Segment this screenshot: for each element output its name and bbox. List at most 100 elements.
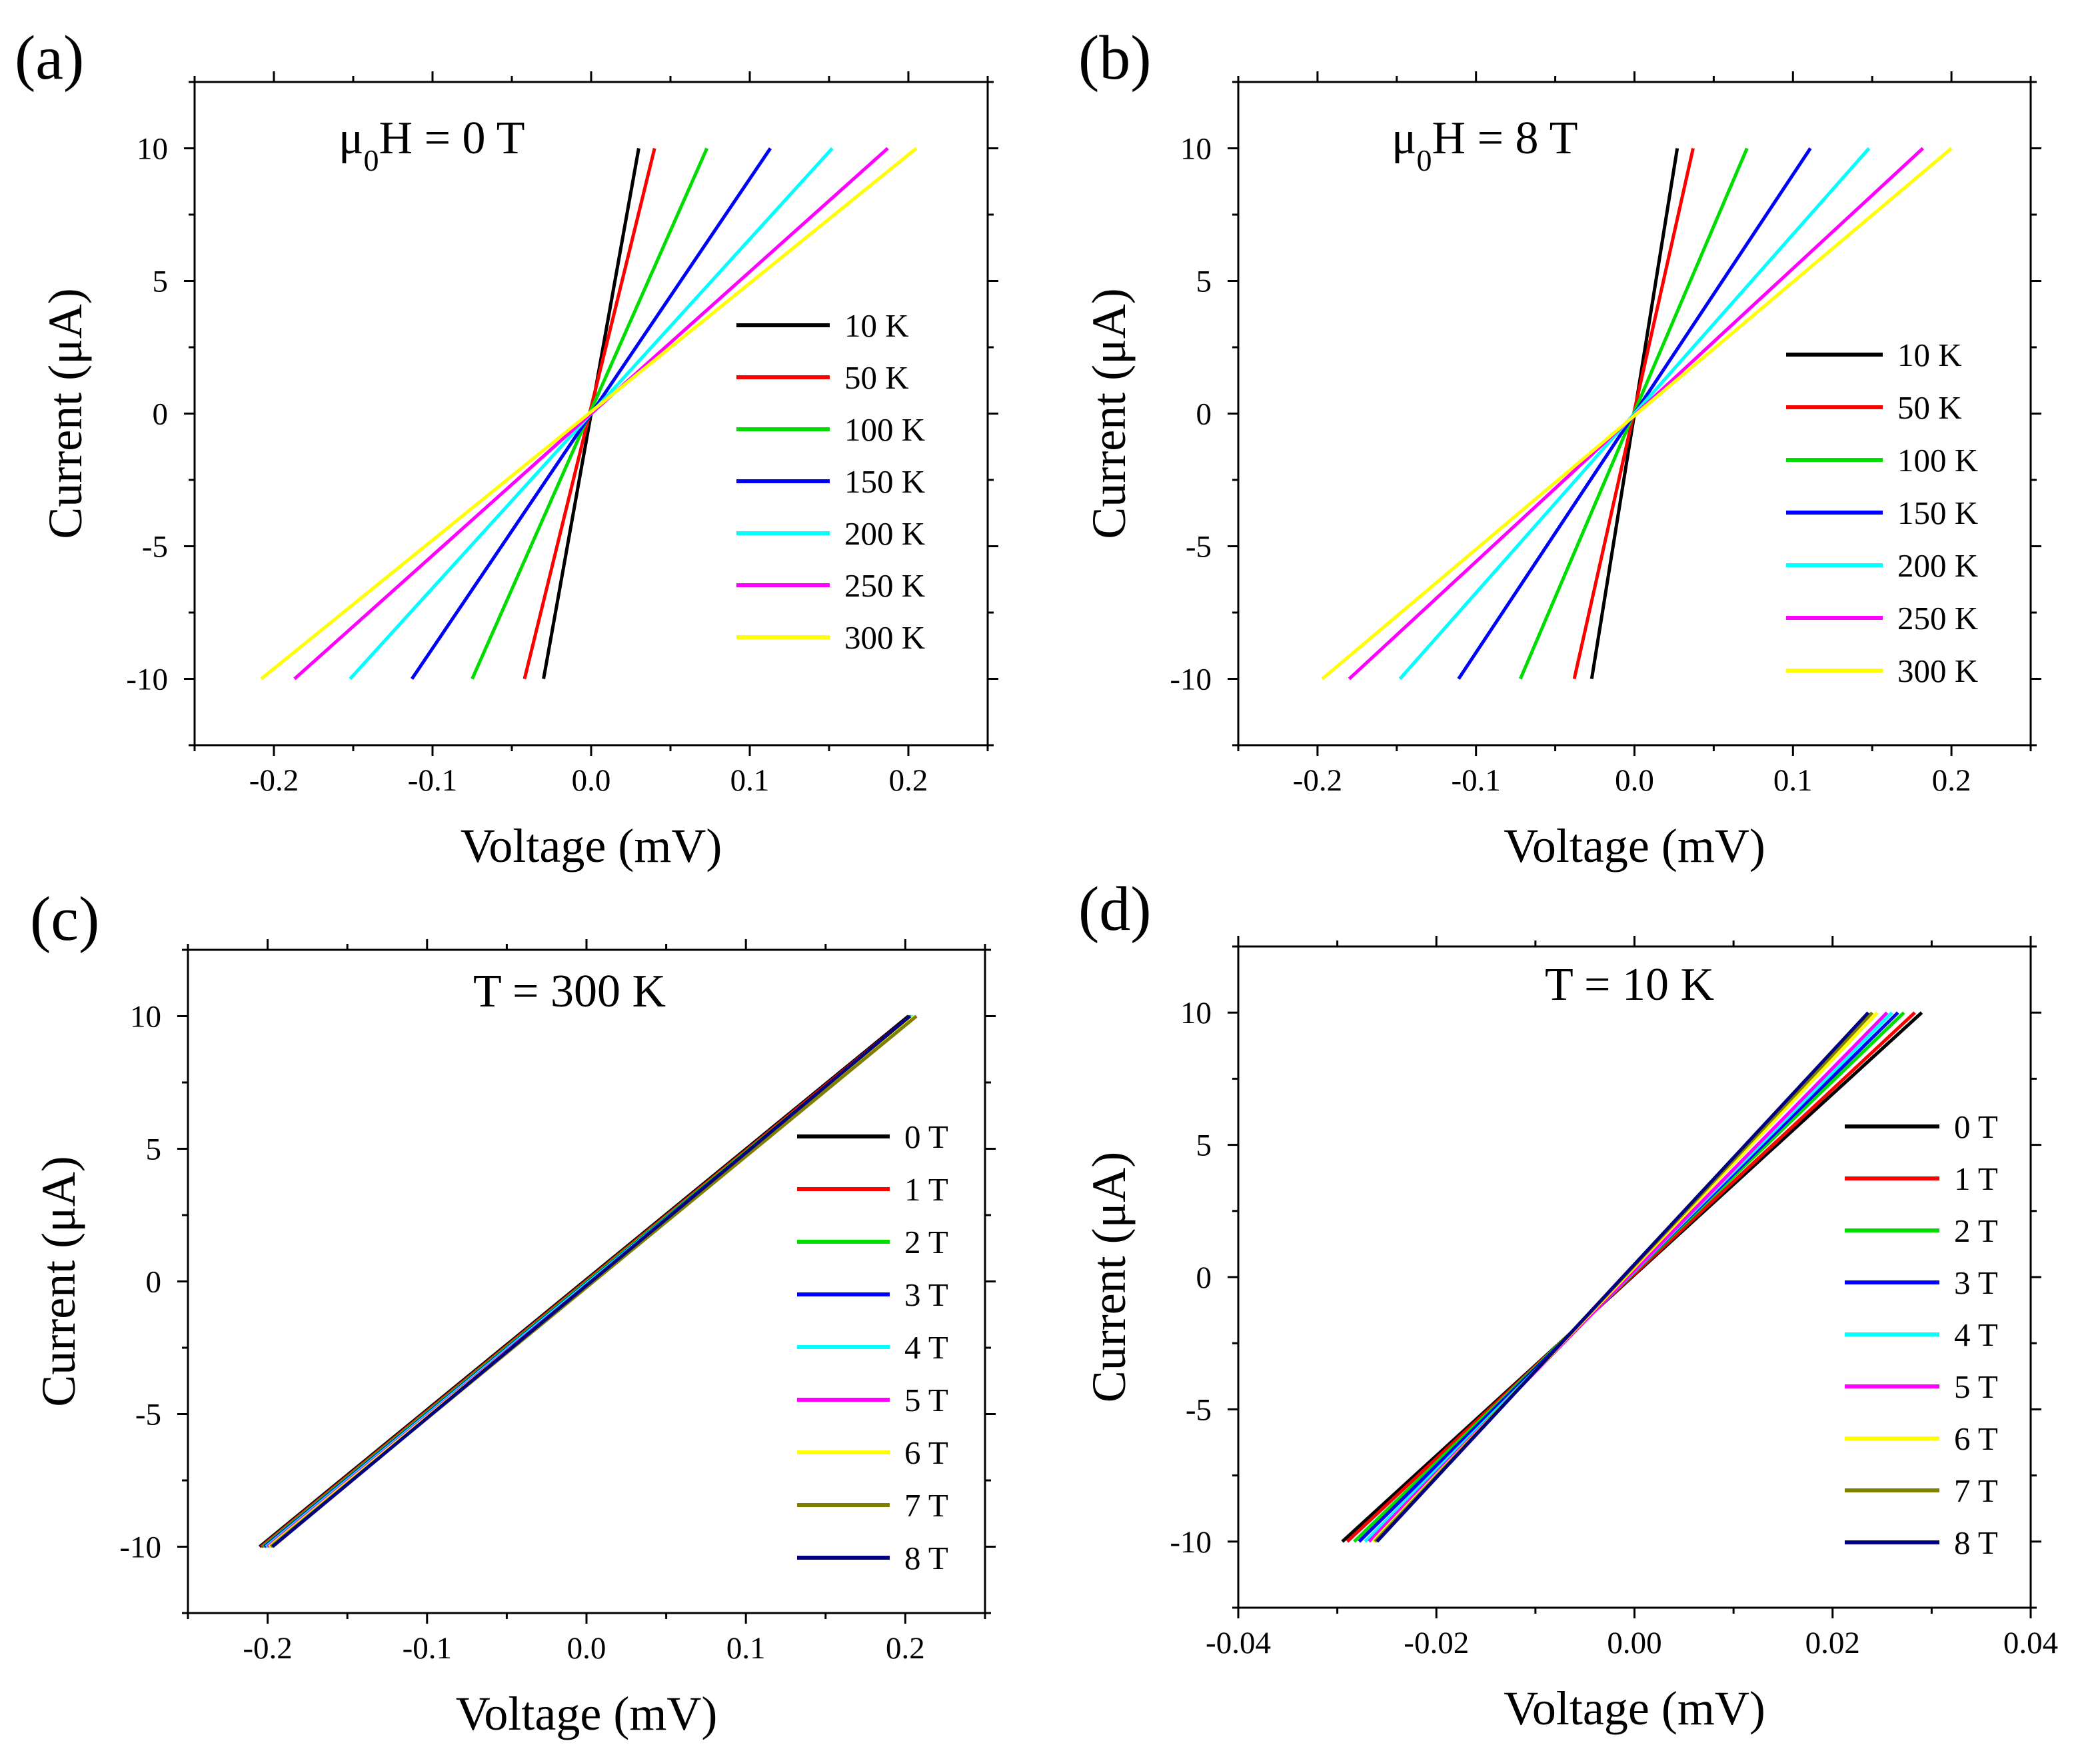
series-group	[259, 1014, 918, 1548]
x-tick-label: -0.1	[408, 763, 457, 798]
legend-label: 200 K	[1897, 547, 1978, 584]
legend: 10 K 50 K 100 K 150 K 200 K 250 K 300 K	[736, 307, 925, 656]
x-tick-label: 0.02	[1805, 1626, 1860, 1660]
x-axis-title: Voltage (mV)	[1504, 1682, 1765, 1735]
y-tick-label: -5	[135, 1398, 161, 1432]
x-axis-title: Voltage (mV)	[461, 819, 722, 873]
legend-label: 1 T	[904, 1171, 948, 1208]
annotation-main: T = 300 K	[473, 966, 666, 1017]
legend: 10 K 50 K 100 K 150 K 200 K 250 K 300 K	[1786, 337, 1978, 689]
legend-label: 100 K	[844, 411, 925, 448]
y-tick-label: 10	[1180, 996, 1212, 1030]
annotation-rest: H = 8 T	[1432, 113, 1578, 164]
annotation: μ0H = 0 T	[339, 113, 525, 177]
legend-label: 100 K	[1897, 442, 1978, 479]
legend-label: 6 T	[904, 1434, 948, 1471]
y-tick-label: 10	[1180, 132, 1212, 167]
legend-label: 8 T	[904, 1540, 948, 1576]
y-tick-label: -10	[1170, 663, 1212, 697]
annotation-rest: H = 0 T	[379, 113, 525, 164]
legend-label: 2 T	[1954, 1212, 1998, 1249]
y-axis-title: Current (μA)	[32, 1156, 85, 1407]
x-tick-label: -0.1	[1451, 763, 1500, 798]
x-tick-label: 0.04	[2003, 1626, 2058, 1660]
y-tick-label: 0	[1196, 1260, 1212, 1295]
panel-a: (a) -0.2 -0.1 0.0 0.1 0.2 -10 -5 0 5 10 Voltage (mV…	[15, 23, 998, 873]
x-axis-title: Voltage (mV)	[456, 1687, 718, 1740]
legend-label: 300 K	[1897, 653, 1978, 689]
x-tick-label: -0.1	[403, 1631, 452, 1666]
x-tick-label: 0.2	[889, 763, 928, 798]
y-axis-title: Current (μA)	[1082, 288, 1136, 539]
x-tick-label: -0.2	[243, 1631, 292, 1666]
legend-label: 50 K	[844, 359, 909, 396]
panel-b: (b) -0.2 -0.1 0.0 0.1 0.2 -10 -5 0 5 10 Voltage (mV…	[1078, 23, 2041, 873]
legend-label: 5 T	[904, 1382, 948, 1418]
legend-label: 4 T	[904, 1329, 948, 1366]
panel-label: (b)	[1078, 23, 1152, 93]
legend-label: 150 K	[1897, 495, 1978, 531]
legend-label: 50 K	[1897, 389, 1962, 426]
y-tick-label: -10	[126, 663, 168, 697]
x-tick-label: -0.02	[1404, 1626, 1469, 1660]
annotation-subscript: 0	[364, 143, 379, 177]
x-tick-label: 0.0	[567, 1631, 606, 1666]
y-tick-label: 5	[153, 265, 169, 299]
y-tick-label: 10	[130, 1000, 161, 1034]
legend-label: 7 T	[904, 1487, 948, 1524]
y-axis-title: Current (μA)	[39, 288, 92, 539]
annotation-main: μ	[1392, 113, 1417, 164]
legend-label: 3 T	[904, 1276, 948, 1313]
y-tick-label: 0	[146, 1265, 162, 1300]
y-tick-label: -5	[1186, 530, 1212, 565]
x-tick-label: 0.1	[726, 1631, 766, 1666]
x-axis-title: Voltage (mV)	[1504, 819, 1765, 873]
legend-label: 5 T	[1954, 1368, 1998, 1405]
y-tick-label: 5	[1196, 265, 1212, 299]
x-tick-label: 0.0	[1615, 763, 1654, 798]
legend-label: 8 T	[1954, 1524, 1998, 1561]
legend-label: 10 K	[844, 307, 909, 344]
panel-d: (d) -0.04 -0.02 0.00 0.02 0.04 -10 -5 0 5 10 Voltag…	[1078, 875, 2058, 1735]
x-tick-label: 0.1	[1773, 763, 1813, 798]
annotation-subscript: 0	[1417, 143, 1432, 177]
annotation-main: μ	[339, 113, 364, 164]
x-tick-label: 0.00	[1607, 1626, 1661, 1660]
panel-label: (d)	[1078, 875, 1152, 944]
x-tick-label: 0.0	[572, 763, 611, 798]
y-axis-title: Current (μA)	[1082, 1152, 1136, 1403]
legend-label: 200 K	[844, 515, 925, 552]
x-tick-label: 0.1	[730, 763, 770, 798]
legend-label: 4 T	[1954, 1316, 1998, 1353]
legend-label: 7 T	[1954, 1472, 1998, 1509]
x-tick-label: -0.2	[249, 763, 299, 798]
series-line-8-T	[271, 1014, 912, 1548]
x-tick-label: 0.2	[886, 1631, 925, 1666]
legend-label: 300 K	[844, 619, 925, 656]
annotation: μ0H = 8 T	[1392, 113, 1578, 177]
y-tick-label: 0	[153, 397, 169, 432]
legend-label: 250 K	[1897, 600, 1978, 637]
legend-label: 1 T	[1954, 1160, 1998, 1197]
legend: 0 T 1 T 2 T 3 T 4 T 5 T 6 T 7 T 8 T	[797, 1118, 948, 1576]
legend-label: 150 K	[844, 463, 925, 500]
y-tick-label: 10	[137, 132, 168, 167]
y-tick-label: -5	[142, 530, 168, 565]
legend-label: 6 T	[1954, 1420, 1998, 1457]
panel-c: (c) -0.2 -0.1 0.0 0.1 0.2 -10 -5 0 5 10 Voltage (mV…	[30, 884, 996, 1740]
legend-label: 250 K	[844, 567, 925, 604]
plot-frame	[1237, 945, 2032, 1609]
y-tick-label: -10	[1170, 1525, 1212, 1560]
annotation: T = 300 K	[473, 966, 666, 1017]
series-line-300-K	[260, 147, 918, 681]
legend-label: 3 T	[1954, 1264, 1998, 1301]
y-tick-label: 5	[1196, 1128, 1212, 1163]
x-tick-label: -0.2	[1293, 763, 1342, 798]
series-line-8-T	[1376, 1011, 1870, 1543]
legend-label: 0 T	[904, 1118, 948, 1155]
series-group	[260, 147, 918, 681]
legend-label: 2 T	[904, 1224, 948, 1260]
x-tick-label: 0.2	[1932, 763, 1971, 798]
x-tick-label: -0.04	[1206, 1626, 1271, 1660]
panel-label: (c)	[30, 884, 99, 954]
